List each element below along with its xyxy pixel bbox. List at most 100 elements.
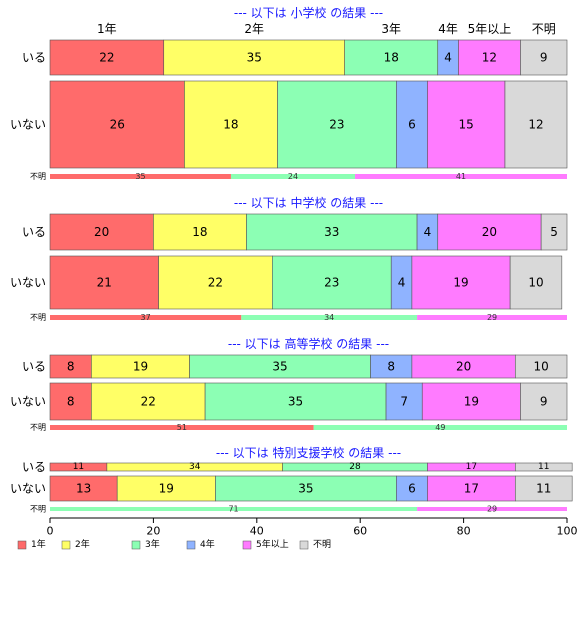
legend-swatch-1 bbox=[61, 540, 71, 550]
bar-segment-0-2-2 bbox=[230, 174, 356, 179]
row-label-2-2: 不明 bbox=[30, 423, 46, 432]
bar-value-label-3-2-2: 71 bbox=[228, 505, 238, 514]
bar-segment-1-1-1 bbox=[158, 255, 273, 310]
x-tick-label-0: 0 bbox=[47, 525, 54, 538]
bar-segment-1-0-5 bbox=[540, 213, 568, 251]
top-category-label-4: 5年以上 bbox=[468, 22, 512, 36]
legend-label-0: 1年 bbox=[31, 538, 46, 550]
bar-value-label-0-0-1: 35 bbox=[247, 51, 262, 65]
bar-segment-0-1-4 bbox=[427, 80, 506, 169]
bar-value-label-1-1-5: 10 bbox=[528, 276, 543, 290]
panel-title-3: --- 以下は 特別支援学校 の結果 --- bbox=[216, 445, 401, 460]
bar-value-label-2-1-4: 19 bbox=[464, 395, 479, 409]
bar-value-label-3-1-0: 13 bbox=[76, 482, 91, 496]
bar-value-label-2-1-1: 22 bbox=[141, 395, 156, 409]
bar-segment-1-1-2 bbox=[272, 255, 392, 310]
bar-value-label-3-2-4: 29 bbox=[487, 505, 497, 514]
bar-value-label-2-0-5: 10 bbox=[534, 360, 549, 374]
legend-label-3: 4年 bbox=[200, 538, 215, 550]
bar-value-label-1-1-2: 23 bbox=[324, 276, 339, 290]
x-tick-label-1: 20 bbox=[146, 525, 160, 538]
bar-value-label-0-0-4: 12 bbox=[482, 51, 497, 65]
row-label-0-1: いない bbox=[10, 118, 46, 132]
bar-value-label-0-1-3: 6 bbox=[408, 118, 416, 132]
legend-swatch-3 bbox=[186, 540, 196, 550]
bar-value-label-3-1-3: 6 bbox=[408, 482, 416, 496]
row-label-2-0: いる bbox=[22, 360, 46, 374]
bar-segment-0-2-4 bbox=[355, 174, 567, 179]
bar-value-label-0-1-5: 12 bbox=[528, 118, 543, 132]
bar-value-label-3-0-2: 28 bbox=[349, 462, 361, 472]
top-category-label-5: 不明 bbox=[532, 22, 556, 36]
row-label-1-2: 不明 bbox=[30, 313, 46, 322]
top-category-label-1: 2年 bbox=[244, 22, 264, 36]
bar-value-label-0-1-1: 18 bbox=[223, 118, 238, 132]
top-category-label-3: 4年 bbox=[438, 22, 458, 36]
bar-value-label-3-1-5: 11 bbox=[536, 482, 551, 496]
bar-value-label-1-0-1: 18 bbox=[192, 225, 207, 239]
bar-value-label-0-1-0: 26 bbox=[110, 118, 125, 132]
x-tick-label-4: 80 bbox=[457, 525, 471, 538]
bar-segment-1-2-0 bbox=[50, 315, 242, 320]
bar-value-label-1-2-0: 37 bbox=[141, 313, 151, 322]
row-label-3-1: いない bbox=[10, 482, 46, 496]
bar-value-label-3-0-1: 34 bbox=[189, 462, 201, 472]
bar-value-label-2-2-2: 49 bbox=[435, 423, 445, 432]
bar-value-label-3-0-0: 11 bbox=[73, 462, 84, 472]
bar-value-label-0-2-0: 35 bbox=[135, 172, 145, 181]
panel-title-1: --- 以下は 中学校 の結果 --- bbox=[234, 195, 383, 210]
bar-value-label-1-0-2: 33 bbox=[324, 225, 339, 239]
row-label-3-0: いる bbox=[22, 460, 46, 474]
bar-segment-0-1-3 bbox=[396, 80, 428, 169]
bar-segment-0-1-5 bbox=[504, 80, 568, 169]
panel-title-0: --- 以下は 小学校 の結果 --- bbox=[234, 5, 383, 20]
legend-swatch-4 bbox=[242, 540, 252, 550]
bar-segment-1-1-0 bbox=[49, 255, 159, 310]
row-label-1-1: いない bbox=[10, 276, 46, 290]
bar-value-label-0-1-4: 15 bbox=[459, 118, 474, 132]
bar-segment-3-1-1 bbox=[116, 475, 216, 502]
bar-segment-0-0-1 bbox=[163, 39, 345, 76]
bar-value-label-3-1-2: 35 bbox=[298, 482, 313, 496]
bar-segment-1-1-5 bbox=[509, 255, 563, 310]
bar-segment-0-1-0 bbox=[49, 80, 185, 169]
x-tick-label-2: 40 bbox=[250, 525, 264, 538]
legend-swatch-0 bbox=[17, 540, 27, 550]
bar-segment-2-1-5 bbox=[520, 382, 568, 421]
bar-segment-2-1-3 bbox=[385, 382, 423, 421]
bar-value-label-1-2-4: 29 bbox=[487, 313, 497, 322]
bar-segment-3-1-3 bbox=[396, 475, 428, 502]
bar-segment-1-1-4 bbox=[411, 255, 511, 310]
bar-value-label-1-1-4: 19 bbox=[453, 276, 468, 290]
bar-segment-1-0-0 bbox=[49, 213, 154, 251]
bar-segment-2-0-5 bbox=[514, 354, 568, 379]
bar-value-label-0-2-4: 41 bbox=[456, 172, 466, 181]
bar-value-label-2-0-3: 8 bbox=[387, 360, 395, 374]
bar-value-label-1-2-2: 34 bbox=[324, 313, 334, 322]
bar-value-label-1-0-5: 5 bbox=[550, 225, 558, 239]
bar-segment-1-0-4 bbox=[437, 213, 542, 251]
bar-segment-3-1-5 bbox=[514, 475, 573, 502]
bar-segment-0-0-4 bbox=[458, 39, 521, 76]
bar-segment-3-1-4 bbox=[427, 475, 516, 502]
x-tick-label-5: 100 bbox=[557, 525, 578, 538]
bar-value-label-1-0-4: 20 bbox=[482, 225, 497, 239]
bar-segment-2-2-0 bbox=[50, 425, 314, 430]
bar-value-label-3-1-4: 17 bbox=[464, 482, 479, 496]
legend-swatch-5 bbox=[299, 540, 309, 550]
bar-value-label-0-1-2: 23 bbox=[329, 118, 344, 132]
bar-value-label-2-2-0: 51 bbox=[177, 423, 187, 432]
bar-value-label-2-0-0: 8 bbox=[67, 360, 75, 374]
bar-value-label-2-0-2: 35 bbox=[272, 360, 287, 374]
bar-segment-3-0-5 bbox=[514, 462, 573, 472]
bar-value-label-2-0-4: 20 bbox=[456, 360, 471, 374]
bar-segment-0-1-2 bbox=[277, 80, 397, 169]
bar-segment-2-1-2 bbox=[204, 382, 387, 421]
bar-segment-0-2-0 bbox=[50, 174, 231, 179]
legend-label-2: 3年 bbox=[145, 538, 160, 550]
legend-label-1: 2年 bbox=[75, 538, 90, 550]
row-label-1-0: いる bbox=[22, 225, 46, 239]
bar-value-label-2-1-3: 7 bbox=[400, 395, 408, 409]
x-tick-label-3: 60 bbox=[353, 525, 367, 538]
